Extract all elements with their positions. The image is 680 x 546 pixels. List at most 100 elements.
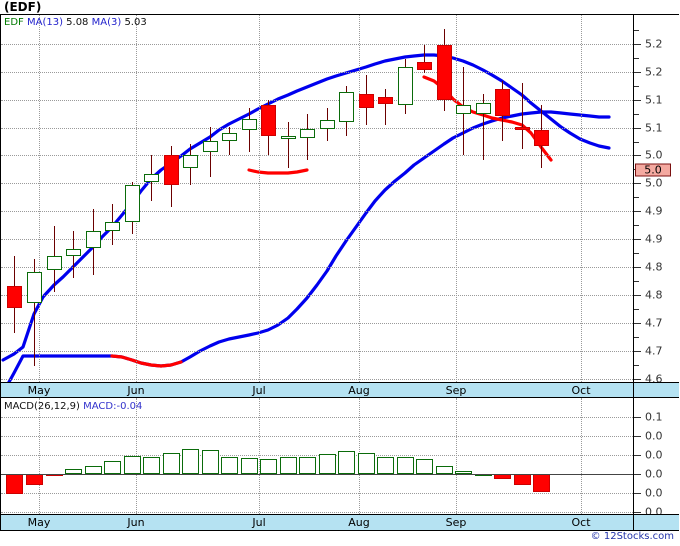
macd-bar (514, 474, 531, 485)
macd-bar (319, 454, 336, 474)
current-price-badge: 5.0 (635, 163, 671, 177)
price-gridline-horizontal (1, 155, 633, 156)
ma-line-ma3-red-segment-2 (247, 168, 309, 175)
legend-ma3-value: 5.03 (124, 17, 147, 28)
month-label: Sep (445, 516, 467, 529)
month-label: Jun (127, 384, 145, 397)
macd-axis-label: 0.1 (645, 410, 663, 424)
macd-gridline-vertical (456, 398, 457, 514)
macd-axis-label: 0.0 (645, 448, 663, 462)
candle-body (261, 105, 276, 136)
month-label: Aug (348, 516, 370, 529)
legend-ma3-label: MA(3) (91, 17, 122, 28)
macd-bar (104, 460, 121, 474)
price-axis-tick (634, 379, 641, 380)
price-chart-panel[interactable] (1, 15, 633, 382)
price-axis-tick-minor (634, 309, 639, 310)
price-axis-label: 4.7 (645, 316, 663, 330)
macd-bar (260, 458, 277, 474)
month-axis-band-price: May Jun Jul Aug Sep Oct (1, 382, 633, 398)
price-axis-tick-minor (634, 86, 639, 87)
ma-line-ma3 (7, 110, 611, 382)
month-label: Jul (252, 516, 266, 529)
macd-bar (455, 470, 472, 474)
candle-body (281, 135, 296, 139)
price-axis-tick (634, 44, 641, 45)
price-axis-tick (634, 351, 641, 352)
price-axis-tick-minor (634, 337, 639, 338)
candle-body (300, 128, 315, 139)
candle-body (320, 120, 335, 129)
price-axis-label: 5.0 (645, 176, 663, 190)
price-gridline-horizontal (1, 100, 633, 101)
price-gridline-horizontal (1, 351, 633, 352)
month-axis-band-macd-pad (633, 514, 679, 530)
macd-gridline-horizontal (1, 436, 633, 437)
macd-name-label: MACD(26,12,9) (4, 401, 80, 412)
price-axis-tick-minor (634, 142, 639, 143)
macd-bar (163, 452, 180, 474)
macd-bar (377, 456, 394, 474)
macd-axis-tick (634, 436, 641, 437)
macd-bar (299, 456, 316, 474)
price-axis-label: 4.8 (645, 288, 663, 302)
macd-chart-panel[interactable] (1, 398, 633, 514)
candle-body (476, 102, 491, 114)
month-label: May (27, 516, 51, 529)
macd-bar (202, 450, 219, 474)
macd-zero-line (1, 474, 633, 475)
macd-bar (338, 451, 355, 474)
month-label: Oct (571, 384, 591, 397)
macd-bar (6, 474, 23, 494)
macd-gridline-horizontal (1, 417, 633, 418)
price-y-axis: 5.2 5.2 5.1 5.1 5.0 5.0 4.9 4.9 4.8 4.8 4.7 4.7 4.6 5… (633, 15, 679, 386)
month-label: Oct (571, 516, 591, 529)
macd-legend: MACD(26,12,9) MACD:-0.04 (4, 401, 142, 412)
candle-body (242, 119, 257, 131)
candle-body (222, 132, 237, 141)
candle-wick (385, 88, 386, 125)
macd-axis-label: 0.0 (645, 486, 663, 500)
candle-body (66, 249, 81, 256)
price-axis-label: 5.2 (645, 65, 663, 79)
candle-body (164, 154, 179, 185)
candle-body (27, 272, 42, 303)
price-axis-label: 5.2 (645, 37, 663, 51)
price-gridline-horizontal (1, 295, 633, 296)
macd-axis-label: 0.0 (645, 467, 663, 481)
candle-wick (34, 258, 35, 366)
macd-axis-tick (634, 455, 641, 456)
price-axis-tick (634, 183, 641, 184)
candle-body (398, 67, 413, 106)
month-label: Jun (127, 516, 145, 529)
month-axis-band-macd: May Jun Jul Aug Sep Oct (1, 514, 633, 530)
macd-bar (533, 474, 550, 493)
candle-body (203, 140, 218, 152)
price-gridline-horizontal (1, 211, 633, 212)
legend-ma13-value: 5.08 (66, 17, 89, 28)
macd-bar (85, 465, 102, 474)
price-gridline-vertical (39, 15, 40, 382)
macd-axis-label: 0.0 (645, 429, 663, 443)
ma-line-ma3-red-segment (110, 354, 183, 368)
price-axis-tick-minor (634, 365, 639, 366)
candle-body (359, 94, 374, 109)
candle-body (456, 105, 471, 114)
price-axis-label: 5.1 (645, 121, 663, 135)
macd-gridline-horizontal (1, 455, 633, 456)
price-axis-tick (634, 72, 641, 73)
price-gridline-horizontal (1, 44, 633, 45)
macd-bar (65, 469, 82, 474)
macd-gridline-vertical (581, 398, 582, 514)
price-axis-label: 4.8 (645, 260, 663, 274)
ma-line-ma13 (1, 53, 611, 362)
price-series-svg (1, 53, 611, 382)
candle-body (47, 256, 62, 270)
price-gridline-horizontal (1, 128, 633, 129)
candle-wick (522, 83, 523, 150)
price-gridline-vertical (259, 15, 260, 382)
macd-gridline-vertical (39, 398, 40, 514)
price-axis-tick-minor (634, 225, 639, 226)
candle-body (378, 97, 393, 104)
